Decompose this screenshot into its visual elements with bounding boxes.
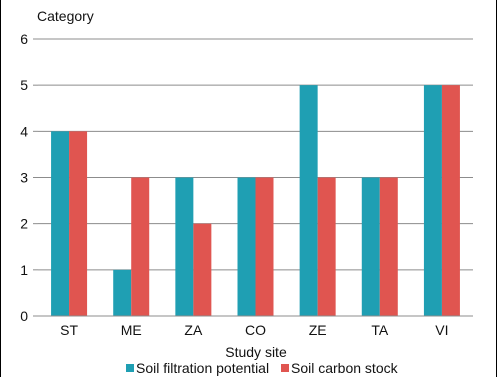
y-tick-labels: 0 1 2 3 4 5 6 bbox=[20, 31, 28, 324]
y-axis-title: Category bbox=[37, 8, 94, 24]
legend-label-soil-filtration-potential: Soil filtration potential bbox=[136, 360, 269, 376]
legend-swatch-soil-carbon-stock bbox=[281, 364, 289, 372]
x-tick-label: VI bbox=[435, 322, 448, 338]
y-tick-label: 4 bbox=[20, 123, 28, 139]
legend: Soil filtration potential Soil carbon st… bbox=[126, 360, 399, 376]
bar-soil-carbon-stock-za bbox=[193, 223, 212, 316]
y-tick-label: 3 bbox=[20, 170, 28, 186]
bar-soil-filtration-potential-co bbox=[237, 177, 256, 316]
bar-soil-carbon-stock-ta bbox=[379, 177, 398, 316]
x-tick-label: ME bbox=[121, 322, 142, 338]
bar-soil-filtration-potential-ze bbox=[299, 85, 318, 317]
bar-soil-filtration-potential-za bbox=[175, 177, 194, 316]
legend-label-soil-carbon-stock: Soil carbon stock bbox=[291, 360, 399, 376]
x-tick-label: TA bbox=[371, 322, 389, 338]
x-axis-title: Study site bbox=[225, 344, 287, 360]
x-tick-label: CO bbox=[245, 322, 266, 338]
legend-swatch-soil-filtration-potential bbox=[126, 364, 134, 372]
bar-soil-filtration-potential-ta bbox=[361, 177, 380, 316]
bar-soil-carbon-stock-vi bbox=[441, 85, 460, 317]
y-tick-label: 6 bbox=[20, 31, 28, 47]
bar-soil-filtration-potential-st bbox=[51, 131, 70, 316]
y-tick-label: 5 bbox=[20, 77, 28, 93]
y-tick-label: 1 bbox=[20, 262, 28, 278]
bar-soil-filtration-potential-vi bbox=[423, 85, 442, 317]
bar-soil-carbon-stock-co bbox=[255, 177, 274, 316]
bars bbox=[51, 85, 460, 317]
bar-soil-carbon-stock-me bbox=[131, 177, 150, 316]
x-tick-label: ZE bbox=[309, 322, 327, 338]
x-tick-labels: ST ME ZA CO ZE TA VI bbox=[60, 322, 448, 338]
bar-soil-carbon-stock-ze bbox=[317, 177, 336, 316]
bar-soil-filtration-potential-me bbox=[113, 269, 132, 316]
x-tick-label: ST bbox=[60, 322, 78, 338]
x-tick-label: ZA bbox=[184, 322, 203, 338]
y-tick-label: 0 bbox=[20, 308, 28, 324]
y-tick-label: 2 bbox=[20, 216, 28, 232]
bar-soil-carbon-stock-st bbox=[69, 131, 88, 316]
